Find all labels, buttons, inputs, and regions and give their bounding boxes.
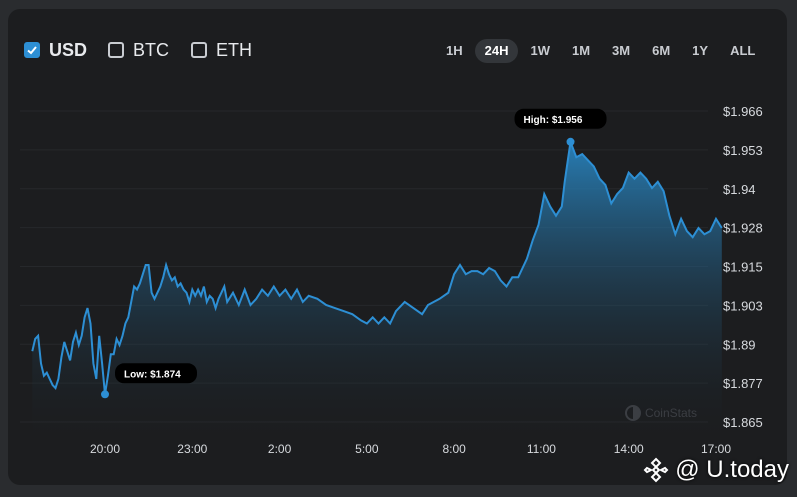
range-24h[interactable]: 24H	[474, 39, 519, 63]
coinstats-watermark: CoinStats	[624, 405, 697, 421]
checkbox-empty-icon	[191, 42, 207, 58]
range-6m[interactable]: 6M	[652, 43, 671, 58]
x-tick-label: 5:00	[355, 442, 379, 456]
range-1m[interactable]: 1M	[571, 43, 591, 58]
price-chart[interactable]: $1.966 $1.953 $1.94 $1.928 $1.915 $1.903 $1.89…	[8, 9, 787, 485]
currency-checkbox-usd[interactable]: USD	[24, 39, 87, 61]
x-axis-ticks: 20:00 23:00 2:00 5:00 8:00 11:00 14:00 17:00	[90, 442, 731, 456]
chart-panel: USD BTC ETH 1H 24H 1W 1M 3M 6M 1Y ALL $1…	[8, 9, 787, 485]
currency-checkbox-eth[interactable]: ETH	[191, 39, 252, 61]
y-tick-label: $1.953	[723, 143, 763, 158]
x-tick-label: 8:00	[442, 442, 466, 456]
y-tick-label: $1.915	[723, 260, 763, 275]
high-point	[566, 137, 575, 146]
y-tick-label: $1.865	[723, 415, 763, 430]
low-label: Low: $1.874	[124, 369, 181, 380]
range-all[interactable]: ALL	[730, 43, 756, 58]
y-tick-label: $1.94	[723, 182, 756, 197]
brand-text: @ U.today	[675, 456, 789, 483]
currency-label-usd: USD	[49, 39, 88, 60]
high-tooltip	[514, 108, 607, 129]
range-3m[interactable]: 3M	[612, 43, 631, 58]
y-tick-label: $1.928	[723, 221, 763, 236]
price-area	[32, 141, 722, 440]
y-tick-label: $1.89	[723, 337, 756, 352]
high-label: High: $1.956	[524, 115, 583, 126]
checkbox-empty-icon	[108, 42, 124, 58]
currency-label-eth: ETH	[216, 39, 252, 60]
y-tick-label: $1.877	[723, 376, 763, 391]
watermark-text: CoinStats	[644, 406, 697, 420]
range-1y[interactable]: 1Y	[692, 43, 709, 58]
price-line	[31, 141, 723, 395]
x-tick-label: 17:00	[701, 442, 731, 456]
utoday-brand: @ U.today	[643, 456, 789, 484]
y-tick-label: $1.966	[723, 104, 763, 119]
y-axis-ticks: $1.966 $1.953 $1.94 $1.928 $1.915 $1.903 $1.89…	[723, 104, 763, 430]
x-tick-label: 23:00	[177, 442, 207, 456]
high-marker: High: $1.956	[514, 108, 607, 146]
checkbox-checked-icon	[24, 42, 40, 58]
x-tick-label: 11:00	[527, 442, 556, 456]
range-1h[interactable]: 1H	[446, 43, 463, 58]
low-marker: Low: $1.874	[101, 363, 197, 399]
coinstats-logo-icon	[624, 405, 641, 421]
x-tick-label: 2:00	[268, 442, 292, 456]
low-tooltip	[115, 363, 197, 384]
currency-label-btc: BTC	[133, 39, 169, 60]
y-tick-label: $1.903	[723, 298, 763, 313]
x-tick-label: 14:00	[614, 442, 644, 456]
range-1w[interactable]: 1W	[530, 43, 550, 58]
time-range-selector: 1H 24H 1W 1M 3M 6M 1Y ALL	[436, 39, 767, 63]
low-point	[101, 390, 109, 399]
binance-logo-icon	[643, 457, 669, 483]
x-tick-label: 20:00	[90, 442, 120, 456]
currency-checkbox-btc[interactable]: BTC	[108, 39, 169, 61]
